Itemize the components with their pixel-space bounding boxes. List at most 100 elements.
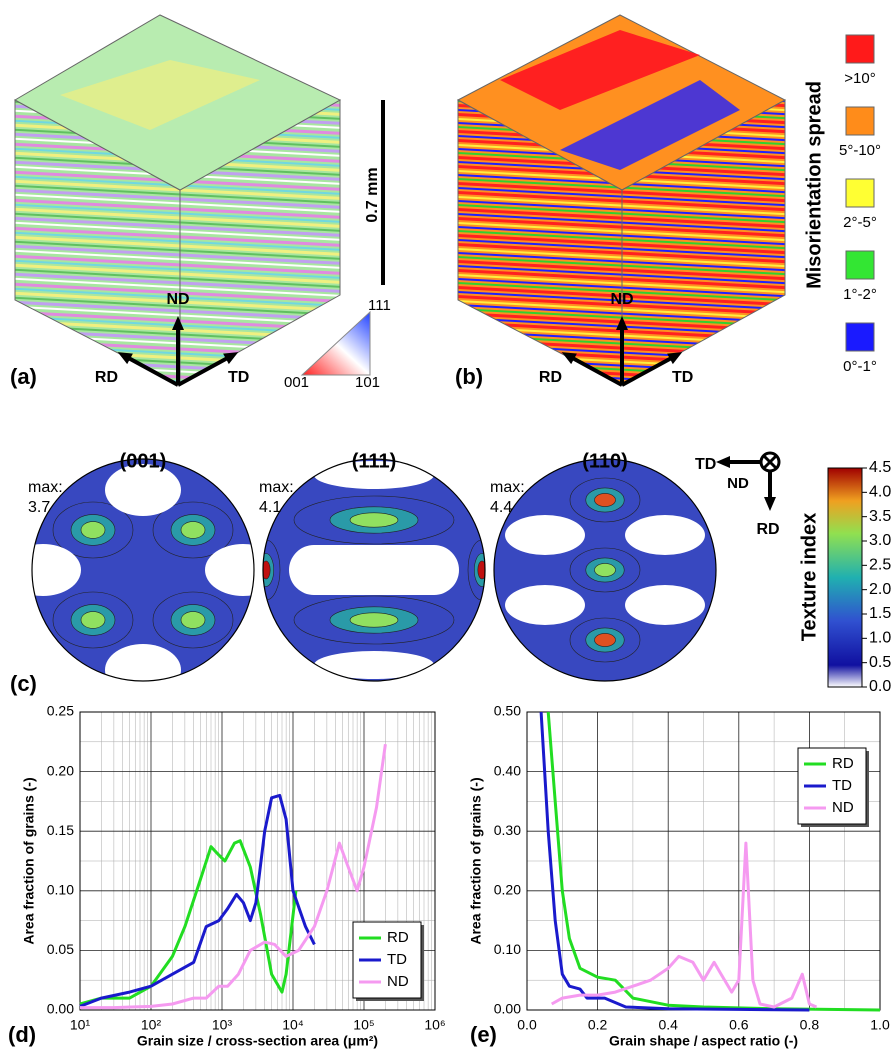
- colorbar-tick-label: 1.5: [869, 605, 891, 622]
- axis-label: ND: [166, 291, 189, 308]
- contour: [349, 512, 399, 528]
- x-axis-label: Grain shape / aspect ratio (-): [609, 1033, 798, 1049]
- grain: [60, 60, 260, 130]
- legend-swatch: [845, 178, 875, 208]
- colorbar-tick-label: 3.0: [869, 532, 891, 549]
- axis-symbol: [762, 454, 778, 470]
- max-label: max:: [28, 479, 63, 496]
- x-tick-label: 10⁶: [424, 1017, 445, 1033]
- y-tick-label: 0.10: [47, 882, 74, 898]
- ipf-label: 111: [368, 297, 391, 314]
- legend-label: 1°-2°: [843, 286, 877, 303]
- pole-figure-title: (111): [352, 450, 396, 472]
- series-line: [550, 841, 818, 1009]
- colorbar-tick-label: 2.5: [869, 557, 891, 574]
- y-axis-label: Area fraction of grains (-): [21, 777, 37, 944]
- y-tick-label: 0.10: [494, 941, 521, 957]
- hole: [205, 544, 254, 596]
- colorbar-tick-label: 0.0: [869, 678, 891, 695]
- legend-swatch: [845, 250, 875, 280]
- hole: [625, 515, 705, 555]
- y-tick-label: 0.30: [494, 822, 521, 838]
- panel-label: (b): [455, 364, 483, 389]
- axis-arrow: [566, 353, 623, 387]
- colorbar: [827, 467, 863, 688]
- contour: [180, 521, 206, 539]
- contours: [263, 461, 485, 679]
- legend-label: ND: [832, 799, 854, 816]
- y-axis-label: Area fraction of grains (-): [468, 777, 484, 944]
- x-tick-label: 1.0: [870, 1017, 890, 1033]
- contour: [80, 611, 106, 629]
- colorbar-tick-label: 0.5: [869, 654, 891, 671]
- x-tick-label: 10¹: [70, 1017, 91, 1033]
- axis-label: RD: [539, 369, 562, 386]
- y-tick-label: 0.00: [494, 1001, 521, 1017]
- plot-frame: [79, 711, 436, 1011]
- axis-arrow: [122, 353, 179, 387]
- series-line: [80, 743, 387, 1010]
- axis-arrow: [177, 353, 234, 387]
- legend-swatch: [845, 322, 875, 352]
- x-tick-label: 0.4: [658, 1017, 678, 1033]
- arrow-head: [117, 352, 133, 365]
- legend-swatch: [845, 106, 875, 136]
- hole: [505, 585, 585, 625]
- pole-figure-title: (001): [120, 450, 167, 472]
- pole-figures: [31, 458, 717, 682]
- contours: [32, 464, 254, 681]
- x-tick-label: 10⁵: [353, 1017, 374, 1033]
- ipf-label: 101: [355, 374, 380, 391]
- arrow-head: [223, 352, 239, 365]
- axis-label: RD: [95, 369, 118, 386]
- legend-label: 2°-5°: [843, 214, 877, 231]
- pole-figure-title: (110): [582, 450, 628, 472]
- pole-figure-rim: [262, 458, 486, 682]
- contour: [594, 563, 616, 577]
- axis-label: TD: [672, 369, 693, 386]
- max-label: max:: [490, 479, 525, 496]
- arrow-head: [561, 352, 577, 365]
- hole: [32, 544, 81, 596]
- contour: [180, 611, 206, 629]
- legend-label: >10°: [844, 70, 875, 87]
- hole: [314, 651, 434, 679]
- arrow-head: [172, 316, 184, 331]
- scale-bar-label: 0.7 mm: [364, 167, 381, 222]
- panel-label: (d): [8, 1022, 36, 1047]
- panel-label: (a): [10, 364, 37, 389]
- y-tick-label: 0.50: [494, 703, 521, 719]
- pole-figure-rim: [493, 458, 717, 682]
- contour: [349, 612, 399, 628]
- ipf-label: 001: [284, 374, 309, 391]
- colorbar-tick-label: 2.0: [869, 581, 891, 598]
- axis-label: ND: [610, 291, 633, 308]
- colorbar-title: Texture index: [798, 513, 820, 642]
- max-value: 4.1: [259, 499, 281, 516]
- panel-label: (c): [10, 671, 37, 696]
- x-tick-label: 0.6: [729, 1017, 749, 1033]
- y-tick-label: 0.15: [47, 822, 74, 838]
- contour: [477, 560, 485, 580]
- legend-label: ND: [387, 973, 409, 990]
- series-line: [546, 711, 881, 1012]
- colorbar-tick-label: 1.0: [869, 630, 891, 647]
- x-tick-label: 10⁴: [282, 1017, 304, 1033]
- hole: [314, 461, 434, 489]
- x-tick-label: 10²: [141, 1017, 162, 1033]
- legend-label: RD: [832, 755, 854, 772]
- contours: [505, 477, 705, 663]
- x-axis-label: Grain size / cross-section area (μm²): [137, 1033, 378, 1049]
- x-tick-label: 0.0: [517, 1017, 537, 1033]
- arrow-head: [764, 496, 776, 511]
- y-tick-label: 0.00: [47, 1001, 74, 1017]
- colorbar-tick-label: 3.5: [869, 508, 891, 525]
- ipf-triangle: [300, 310, 371, 376]
- legend-title: Misorientation spread: [803, 81, 825, 289]
- hole: [105, 644, 181, 681]
- y-tick-label: 0.20: [494, 882, 521, 898]
- axis-label: TD: [695, 456, 716, 473]
- x-tick-label: 0.2: [588, 1017, 608, 1033]
- arrow-head: [716, 456, 731, 468]
